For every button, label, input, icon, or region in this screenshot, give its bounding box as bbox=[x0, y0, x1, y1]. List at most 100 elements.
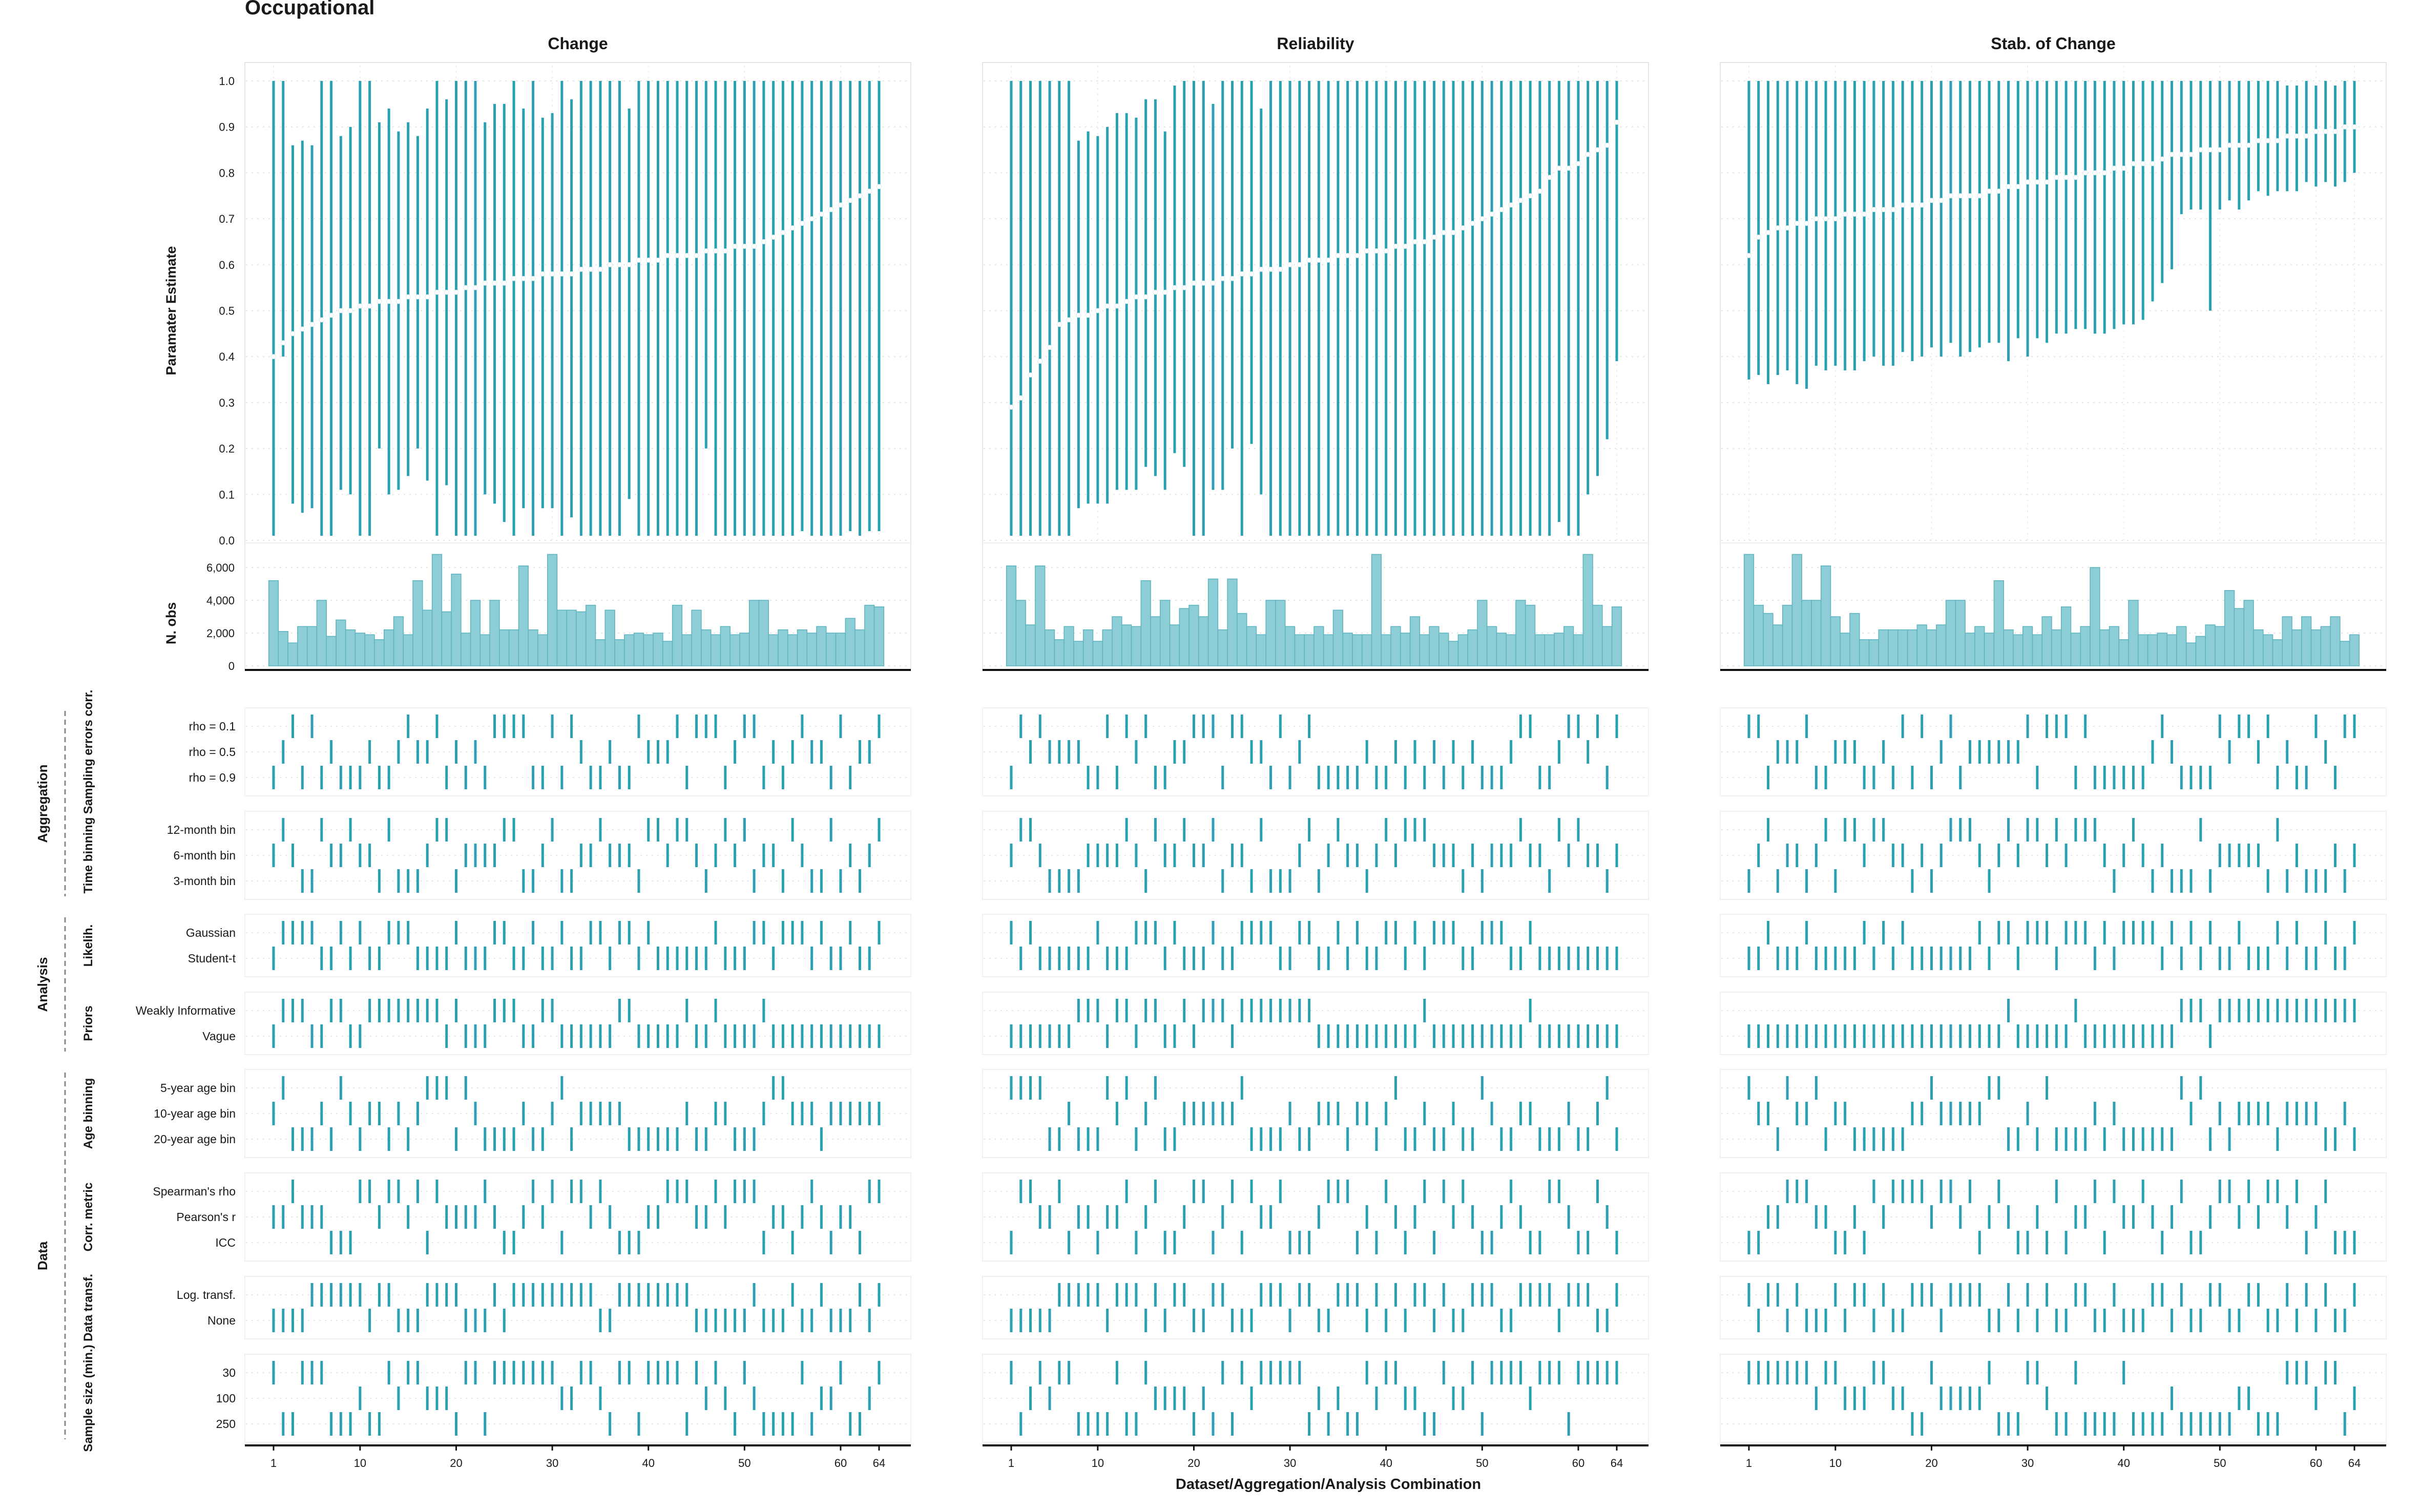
estimate-point bbox=[752, 243, 757, 249]
nobs-bar bbox=[1112, 616, 1122, 666]
estimate-point bbox=[742, 243, 747, 249]
nobs-bar bbox=[2340, 641, 2350, 666]
estimate-tick-label: 0.0 bbox=[219, 534, 235, 547]
estimate-point bbox=[2304, 133, 2309, 139]
estimate-point bbox=[1585, 152, 1591, 157]
nobs-bar bbox=[306, 626, 318, 666]
estimate-point bbox=[1890, 207, 1896, 213]
estimate-point bbox=[761, 239, 766, 244]
nobs-bar bbox=[2032, 634, 2042, 666]
spec-x-tick-label: 40 bbox=[2117, 1457, 2130, 1469]
nobs-bar bbox=[1916, 624, 1927, 666]
estimate-point bbox=[1537, 188, 1542, 194]
estimate-point bbox=[1756, 234, 1761, 240]
estimate-point bbox=[838, 202, 843, 208]
estimate-point bbox=[780, 230, 786, 236]
nobs-bar bbox=[653, 633, 663, 666]
estimate-point bbox=[1967, 193, 1973, 199]
estimate-point bbox=[2034, 179, 2040, 185]
nobs-bar bbox=[2118, 639, 2129, 666]
estimate-point bbox=[1220, 276, 1225, 281]
spec-level-label: Pearson's r bbox=[176, 1210, 236, 1224]
spec-block-frame bbox=[982, 1276, 1649, 1339]
estimate-point bbox=[357, 303, 363, 309]
estimate-point bbox=[2073, 175, 2078, 180]
nobs-bar bbox=[2013, 634, 2023, 666]
estimate-point bbox=[1345, 253, 1350, 258]
spec-block-frame bbox=[1720, 1069, 2387, 1158]
nobs-bar bbox=[1993, 580, 2004, 666]
estimate-point bbox=[2044, 179, 2050, 185]
nobs-bar bbox=[354, 633, 365, 666]
spec-block-frame bbox=[244, 1172, 911, 1262]
spec-x-tick-label: 40 bbox=[1380, 1457, 1392, 1469]
nobs-bar bbox=[1131, 626, 1142, 666]
estimate-point bbox=[540, 271, 546, 277]
estimate-point bbox=[1239, 271, 1245, 277]
estimate-point bbox=[2063, 175, 2069, 180]
nobs-bar bbox=[1102, 629, 1113, 666]
nobs-bar bbox=[1849, 613, 1860, 666]
chart-panels: Change 0.0 0.1 0.2 0.3 0.4 0.5 0.6 0.7 0.8 0.9 1.0 P… bbox=[163, 34, 2387, 1469]
estimate-point bbox=[1114, 303, 1120, 309]
nobs-bar bbox=[1974, 626, 1985, 666]
nobs-bar bbox=[268, 580, 279, 666]
nobs-bar bbox=[2003, 629, 2014, 666]
estimate-plot-frame bbox=[1720, 62, 2387, 544]
spec-x-tick-label: 50 bbox=[1476, 1457, 1488, 1469]
spec-block-frame bbox=[244, 707, 911, 796]
estimate-point bbox=[2265, 138, 2271, 143]
nobs-bar bbox=[2138, 634, 2148, 666]
estimate-tick-label: 0.2 bbox=[219, 443, 235, 455]
estimate-point bbox=[1018, 395, 1024, 401]
spec-level-label: Weakly Informative bbox=[136, 1004, 236, 1017]
nobs-bar bbox=[1381, 634, 1391, 666]
nobs-bar bbox=[1840, 633, 1850, 666]
spec-block-frame bbox=[982, 992, 1649, 1055]
spec-block-frame bbox=[982, 811, 1649, 900]
panel-title: Reliability bbox=[1277, 34, 1354, 53]
estimate-point bbox=[434, 289, 440, 295]
spec-x-tick-label: 30 bbox=[546, 1457, 558, 1469]
estimate-point bbox=[1919, 202, 1925, 208]
estimate-point bbox=[1297, 262, 1302, 267]
estimate-point bbox=[1765, 230, 1771, 236]
estimate-point bbox=[1881, 207, 1886, 213]
nobs-bar bbox=[1313, 626, 1324, 666]
nobs-bar bbox=[1820, 565, 1831, 666]
estimate-point bbox=[1028, 372, 1033, 378]
nobs-bar bbox=[2128, 600, 2139, 666]
estimate-point bbox=[1823, 216, 1829, 222]
nobs-bar bbox=[816, 626, 827, 666]
estimate-point bbox=[847, 198, 853, 203]
estimate-point bbox=[1451, 230, 1456, 236]
estimate-point bbox=[2256, 138, 2261, 143]
nobs-bar bbox=[854, 629, 865, 666]
spec-block-frame bbox=[1720, 1172, 2387, 1262]
spec-level-label: rho = 0.1 bbox=[189, 720, 236, 733]
nobs-bar bbox=[1006, 565, 1017, 666]
nobs-bar bbox=[2243, 600, 2254, 666]
estimate-point bbox=[1785, 225, 1790, 231]
estimate-point bbox=[828, 207, 834, 213]
nobs-tick-label: 2,000 bbox=[206, 627, 235, 640]
nobs-bar bbox=[1332, 610, 1344, 666]
estimate-point bbox=[2140, 161, 2146, 166]
nobs-bar bbox=[1936, 624, 1947, 666]
nobs-bar bbox=[1563, 626, 1574, 666]
spec-block-frame bbox=[244, 1276, 911, 1339]
nobs-bar bbox=[1121, 624, 1132, 666]
estimate-point bbox=[1422, 239, 1427, 244]
spec-level-label: Vague bbox=[202, 1030, 236, 1043]
spec-level-label: 3-month bin bbox=[174, 874, 236, 888]
nobs-bar bbox=[1169, 624, 1180, 666]
nobs-bar bbox=[451, 574, 462, 666]
estimate-point bbox=[2313, 129, 2319, 134]
spec-x-tick-label: 20 bbox=[1925, 1457, 1937, 1469]
chart-panel-0: Change 0.0 0.1 0.2 0.3 0.4 0.5 0.6 0.7 0.8 0.9 1.0 P… bbox=[163, 34, 911, 1469]
estimate-point bbox=[1249, 271, 1255, 277]
estimate-point bbox=[597, 266, 603, 272]
estimate-point bbox=[1104, 303, 1110, 309]
estimate-point bbox=[1804, 221, 1809, 226]
spec-level-label: 30 bbox=[222, 1366, 236, 1379]
